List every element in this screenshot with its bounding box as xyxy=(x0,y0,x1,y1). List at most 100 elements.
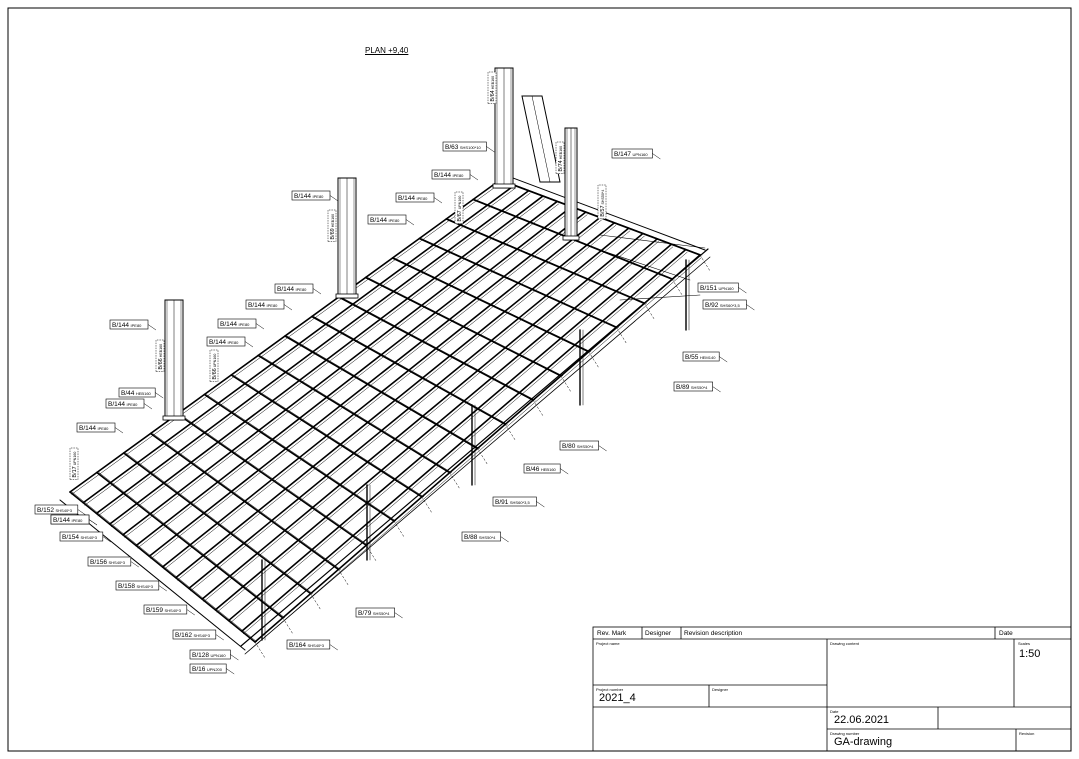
project-number-value: 2021_4 xyxy=(599,692,636,704)
long-beam-edge xyxy=(124,203,559,538)
cross-beam xyxy=(176,413,368,547)
cross-beam xyxy=(69,491,256,643)
edge-stub xyxy=(699,254,711,272)
column-rear xyxy=(492,67,516,189)
cross-beam xyxy=(149,432,340,571)
cross-beam xyxy=(257,354,451,474)
front-post xyxy=(579,329,584,406)
cross-beam-edge xyxy=(259,355,452,473)
plan-title: PLAN +9,40 xyxy=(365,46,409,55)
long-beam-edge xyxy=(84,187,517,506)
member-tag: B/156 SHS40*3 xyxy=(87,556,132,567)
title-block-frame xyxy=(592,626,1072,752)
cross-beam-edge xyxy=(206,394,397,522)
vertical-member-tag: B/66UPN160 xyxy=(209,349,219,382)
cross-beam xyxy=(391,257,590,353)
cross-beam-edge xyxy=(421,238,619,328)
sheet-border xyxy=(7,7,1072,752)
long-beam-edge xyxy=(97,192,531,517)
edge-stub xyxy=(644,303,655,320)
cross-beam xyxy=(122,452,312,595)
cross-beam-edge xyxy=(367,277,564,377)
cross-beam-edge xyxy=(286,335,480,449)
cross-beam-edge xyxy=(448,218,647,304)
cross-beam xyxy=(364,276,562,377)
edge-stub xyxy=(254,641,266,659)
svg-text:B/67UPN160: B/67UPN160 xyxy=(457,196,463,222)
edge-stub xyxy=(449,472,460,489)
column-left xyxy=(162,299,186,421)
svg-text:B/66UPN160: B/66UPN160 xyxy=(212,354,218,380)
member-tag: B/154 SHS40*3 xyxy=(59,531,104,542)
cross-beam-edge xyxy=(340,296,536,401)
scales-label: Scales xyxy=(1018,641,1031,646)
scale-value: 1:50 xyxy=(1019,648,1041,660)
cross-beam-edge xyxy=(152,433,341,570)
drawing-content-label: Drawing content xyxy=(830,641,859,646)
vertical-member-tag: B/69HEB160 xyxy=(327,209,337,242)
long-beam-edge xyxy=(176,225,617,581)
edge-stub xyxy=(505,424,516,441)
long-beam-edge xyxy=(243,251,688,635)
edge-stub xyxy=(393,520,405,538)
long-beam-edge xyxy=(110,198,545,527)
edge-stub xyxy=(616,327,627,344)
overhang-line xyxy=(619,294,701,301)
edge-stub xyxy=(588,351,599,368)
perimeter-member xyxy=(59,499,246,651)
column-rear-right xyxy=(562,127,580,241)
member-tag: B/44 HEB160 xyxy=(118,387,156,398)
cross-beam xyxy=(311,315,507,426)
cross-beam-edge xyxy=(98,472,286,619)
long-beam-edge xyxy=(229,246,674,624)
designer-label: Designer xyxy=(712,687,729,692)
cross-beam xyxy=(284,335,479,450)
edge-stub xyxy=(310,593,321,610)
diagonal-brace xyxy=(521,95,561,183)
edge-stub xyxy=(671,278,683,296)
edge-stub xyxy=(366,545,377,562)
vertical-member-tag: B/64HEB160 xyxy=(487,71,497,104)
overhang-line xyxy=(599,234,706,249)
isometric-structure xyxy=(59,67,711,659)
member-tag: B/63 SHS100*10 xyxy=(442,141,487,152)
member-tag: B/79 SHS50*4 xyxy=(355,607,395,618)
vertical-member-tag: B/67UPN160 xyxy=(454,191,464,224)
member-tag: B/162 SHS40*3 xyxy=(172,629,217,640)
front-post xyxy=(261,559,266,641)
rev-mark-header: Rev. Mark xyxy=(597,630,627,637)
date-column-header: Date xyxy=(999,630,1013,637)
long-beam-edge xyxy=(190,230,631,592)
date-label: Date xyxy=(830,709,839,714)
member-tag: B/89 SHS50*4 xyxy=(673,381,713,392)
revision-description-header: Revision description xyxy=(684,630,743,637)
